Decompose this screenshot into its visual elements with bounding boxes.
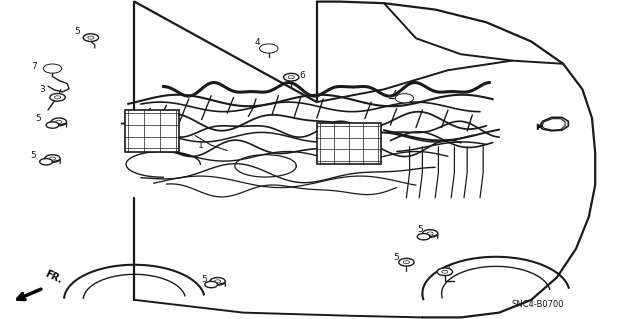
- Circle shape: [399, 258, 414, 266]
- Circle shape: [260, 44, 278, 53]
- Text: 5: 5: [74, 27, 80, 36]
- Circle shape: [56, 120, 62, 123]
- Circle shape: [47, 66, 58, 71]
- Text: FR.: FR.: [44, 269, 64, 286]
- Circle shape: [427, 232, 433, 235]
- Text: 5: 5: [201, 275, 207, 284]
- Circle shape: [40, 159, 52, 165]
- Text: 5: 5: [35, 114, 41, 123]
- Circle shape: [288, 76, 294, 79]
- Text: 5: 5: [31, 151, 36, 160]
- Circle shape: [45, 155, 60, 162]
- Circle shape: [437, 268, 452, 276]
- Circle shape: [50, 93, 65, 101]
- Bar: [317, 123, 381, 164]
- Text: 3: 3: [40, 85, 45, 94]
- Circle shape: [88, 36, 94, 39]
- Text: 4: 4: [255, 38, 260, 47]
- Circle shape: [396, 94, 413, 103]
- Circle shape: [49, 157, 56, 160]
- Circle shape: [403, 261, 410, 264]
- Circle shape: [417, 234, 430, 240]
- Circle shape: [205, 281, 218, 288]
- Circle shape: [46, 122, 59, 128]
- Text: 2: 2: [445, 265, 451, 274]
- Text: SNC4-B0700: SNC4-B0700: [512, 300, 564, 309]
- Text: 5: 5: [417, 225, 423, 234]
- Bar: [125, 110, 179, 152]
- Text: 6: 6: [300, 71, 305, 80]
- Circle shape: [51, 118, 67, 126]
- Circle shape: [399, 95, 410, 101]
- Text: 7: 7: [31, 63, 36, 71]
- Text: 5: 5: [394, 253, 399, 262]
- Text: 1: 1: [198, 141, 204, 150]
- Text: 4: 4: [392, 90, 397, 99]
- Circle shape: [210, 278, 225, 285]
- Circle shape: [422, 230, 438, 237]
- Circle shape: [214, 280, 221, 283]
- Circle shape: [44, 64, 61, 73]
- Circle shape: [263, 46, 275, 51]
- Circle shape: [83, 34, 99, 41]
- Circle shape: [284, 73, 299, 81]
- Circle shape: [54, 96, 61, 99]
- Circle shape: [442, 270, 448, 273]
